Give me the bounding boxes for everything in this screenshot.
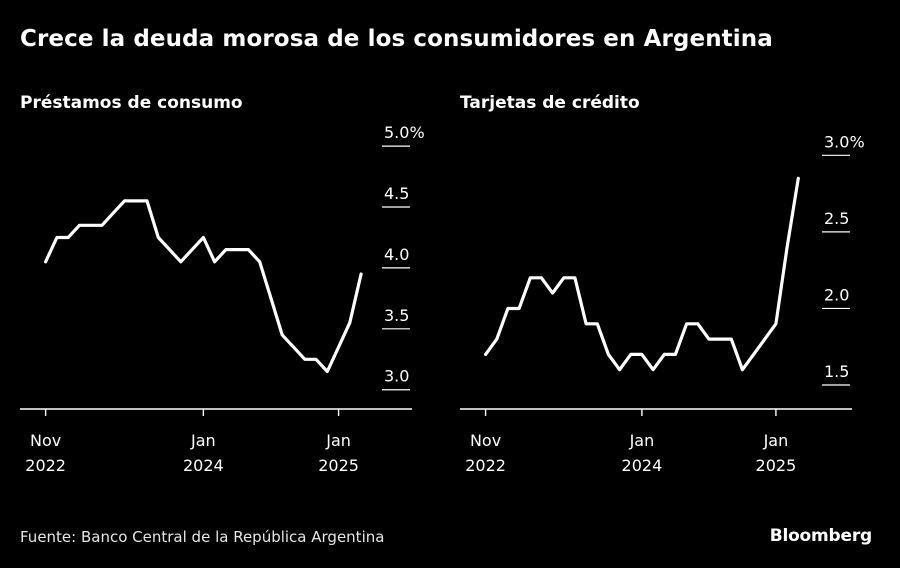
tarjetas-x-tick-label-0-b: 2022 bbox=[465, 456, 506, 475]
subtitle-tarjetas: Tarjetas de crédito bbox=[460, 93, 640, 113]
tarjetas-y-tick-label-2: 2.5 bbox=[824, 209, 849, 228]
prestamos-x-tick-label-2-a: Jan bbox=[325, 431, 351, 450]
prestamos-x-tick-label-1-a: Jan bbox=[190, 431, 216, 450]
chart-title: Crece la deuda morosa de los consumidore… bbox=[20, 26, 773, 52]
prestamos-x-tick-label-1-b: 2024 bbox=[183, 456, 224, 475]
tarjetas-x-tick-label-1-a: Jan bbox=[629, 431, 655, 450]
prestamos-x-tick-label-0-a: Nov bbox=[30, 431, 61, 450]
prestamos-y-tick-label-1: 3.5 bbox=[384, 306, 409, 325]
tarjetas-y-tick-label-1: 2.0 bbox=[824, 285, 849, 304]
prestamos-x-tick-label-0-b: 2022 bbox=[25, 456, 66, 475]
prestamos-y-tick-label-2: 4.0 bbox=[384, 245, 409, 264]
tarjetas-y-tick-label-3: 3.0% bbox=[824, 132, 865, 151]
prestamos-y-tick-label-4: 5.0% bbox=[384, 123, 425, 142]
tarjetas-y-tick-label-0: 1.5 bbox=[824, 362, 849, 381]
prestamos-y-tick-label-0: 3.0 bbox=[384, 367, 409, 386]
tarjetas-x-tick-label-2-b: 2025 bbox=[756, 456, 797, 475]
subtitle-prestamos: Préstamos de consumo bbox=[20, 93, 243, 113]
prestamos-series-line-0 bbox=[43, 199, 363, 374]
source-note: Fuente: Banco Central de la República Ar… bbox=[20, 528, 385, 546]
tarjetas-x-tick-label-1-b: 2024 bbox=[622, 456, 663, 475]
prestamos-y-tick-label-3: 4.5 bbox=[384, 184, 409, 203]
bloomberg-logo: Bloomberg bbox=[769, 526, 873, 546]
tarjetas-series-line-0 bbox=[484, 176, 800, 372]
tarjetas-x-tick-label-0-a: Nov bbox=[470, 431, 501, 450]
prestamos-x-tick-label-2-b: 2025 bbox=[318, 456, 359, 475]
tarjetas-x-tick-label-2-a: Jan bbox=[763, 431, 789, 450]
